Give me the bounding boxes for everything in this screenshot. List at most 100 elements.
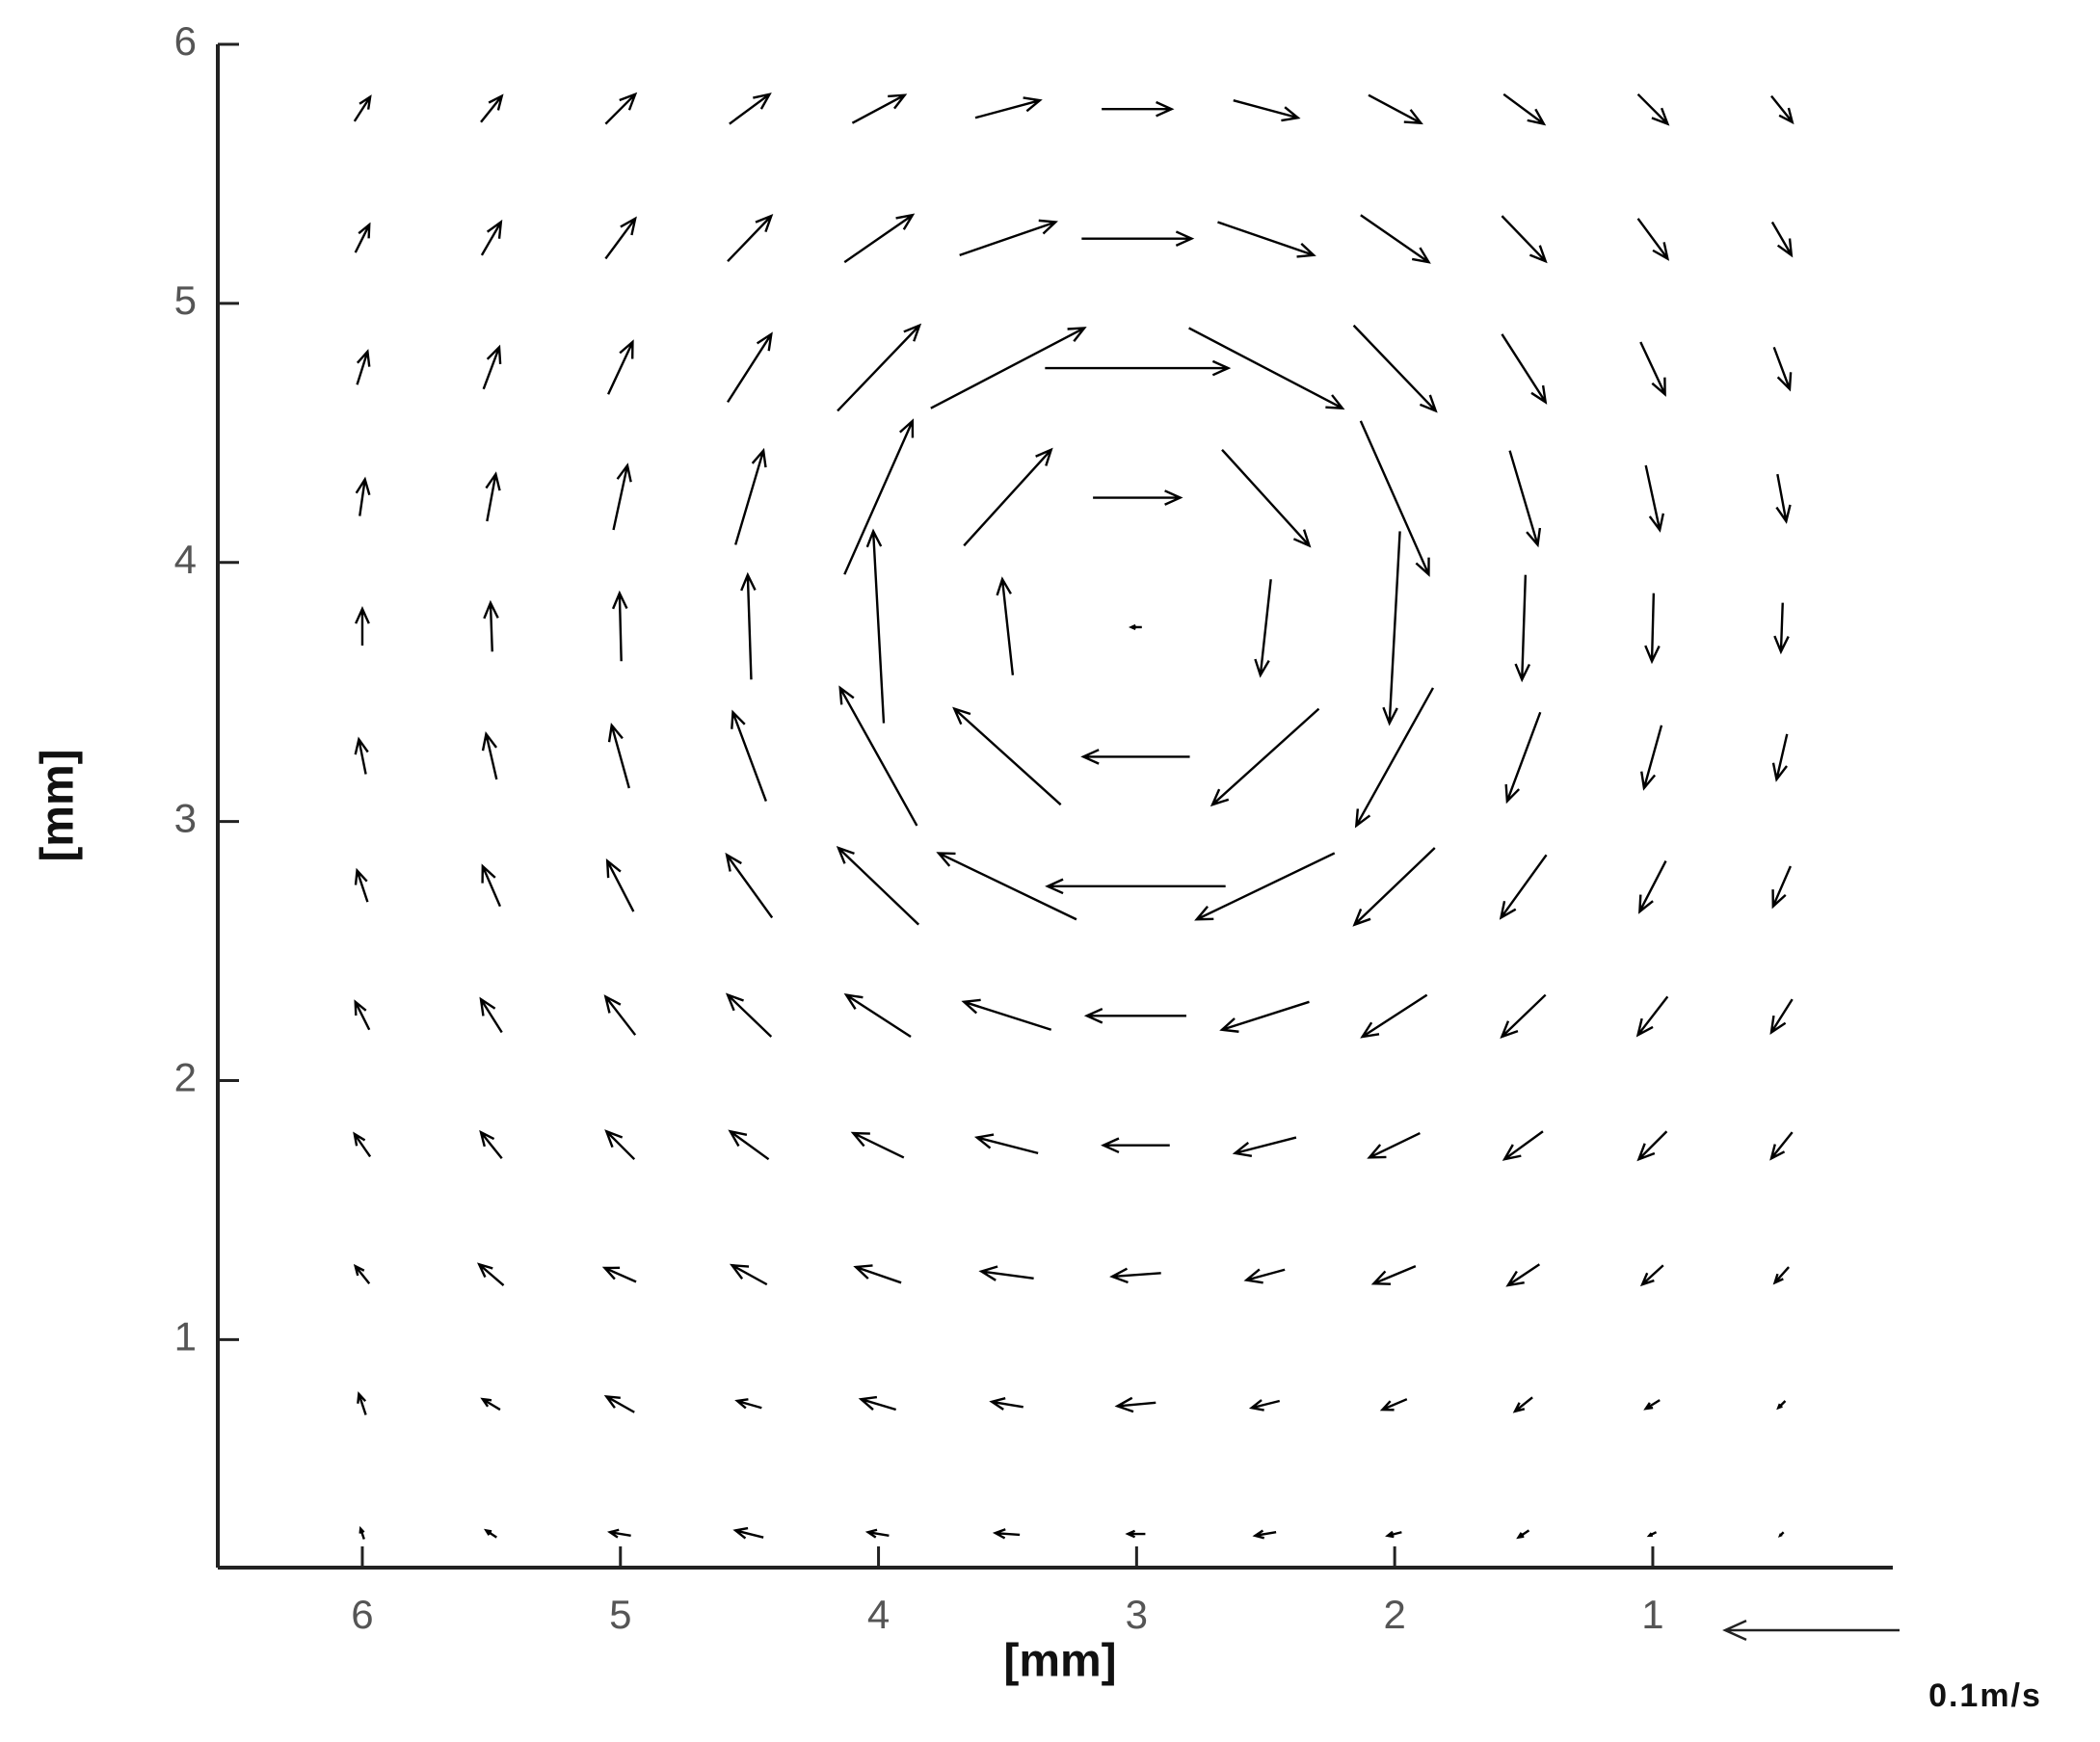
vector-arrow [1516,1529,1530,1540]
y-axis-label: [mm] [33,749,84,861]
vector-arrow [1252,1529,1277,1540]
vector-arrow [476,1262,505,1286]
vector-arrow [1093,489,1183,506]
vector-arrow [479,996,503,1034]
vector-arrow [1360,993,1428,1039]
vector-arrow [992,1528,1021,1540]
vector-arrow [354,867,369,903]
vector-arrow [728,1129,770,1161]
vector-arrow [725,852,774,919]
vector-arrow [974,96,1043,119]
vector-arrow [864,1528,890,1539]
vector-arrow [930,327,1087,409]
vector-arrow [1636,92,1670,126]
vector-arrow [1188,327,1345,410]
y-tick-label: 5 [174,277,197,323]
vector-arrow [1352,324,1438,413]
vector-arrow [1125,1529,1146,1539]
vector-arrow [1352,847,1436,927]
vector-arrow [1636,1130,1668,1162]
vector-arrow [1129,623,1142,631]
vector-arrow [481,863,502,908]
vector-arrow [354,999,371,1031]
x-tick-label: 4 [867,1592,890,1637]
vector-arrow [1514,574,1531,683]
vector-arrow [355,476,371,516]
vector-arrow [1354,687,1435,829]
vector-arrow [355,606,370,646]
vector-arrow [837,323,922,412]
reference-label: 0.1m/s [1928,1677,2042,1714]
vector-arrow [843,213,916,264]
vector-arrow [1114,1396,1156,1413]
vector-arrow [483,599,499,652]
vector-arrow [1243,1268,1286,1284]
vector-arrow [973,1133,1039,1155]
y-tick-label: 3 [174,796,197,841]
vector-arrow [850,1131,905,1159]
x-tick-label: 1 [1641,1592,1663,1637]
vector-arrow [484,1528,497,1539]
vector-arrow [1635,995,1669,1038]
vector-arrow [1102,100,1175,118]
vector-arrow [353,94,372,122]
vector-arrow [936,852,1077,921]
vector-arrow [601,1266,637,1283]
vector-arrow [480,219,503,256]
vector-arrow [1368,93,1423,125]
vector-arrow [612,462,632,531]
vector-arrow [1101,1137,1170,1154]
reference-arrow [1722,1620,1900,1641]
vector-arrow [734,447,767,545]
vector-arrow [729,1263,768,1286]
vector-arrow [604,216,637,260]
vector-arrow [1109,1267,1161,1284]
x-axis-label: [mm] [1003,1636,1116,1687]
vector-arrow [1643,1399,1661,1411]
vector-arrow [357,1390,367,1415]
vector-arrow [838,685,918,827]
vector-arrow [354,736,369,775]
vector-arrow [1644,593,1661,665]
x-tick-label: 3 [1126,1592,1148,1637]
vector-arrow [607,1528,631,1539]
vector-arrow [1504,711,1542,805]
vector-arrow [1772,1266,1790,1285]
vector-arrow [1771,865,1793,910]
vector-arrow [731,709,767,802]
vector-arrow [851,93,908,124]
vector-arrow [482,344,502,390]
vector-arrow [727,214,774,263]
vector-arrow [961,998,1052,1031]
vector-arrow [1499,854,1548,920]
vector-arrow [480,93,504,123]
vector-arrow [1502,92,1547,126]
y-tick-label: 4 [174,537,197,582]
vector-arrow [353,1263,371,1284]
vector-arrow [1639,341,1666,397]
vector-arrow [1370,1265,1417,1285]
vector-arrow [858,1395,897,1412]
vector-arrow [978,1265,1034,1281]
vector-arrow [1359,420,1430,577]
vector-arrow [740,571,757,680]
vector-arrow [1508,450,1542,548]
vector-arrow [996,576,1015,675]
vector-arrow [1502,1130,1544,1161]
y-tick-label: 1 [174,1313,197,1359]
vector-arrow [1771,733,1789,782]
vector-arrow [727,331,773,404]
vector-arrow [1045,359,1232,377]
vector-arrow [356,349,371,385]
y-tick-label: 6 [174,18,197,64]
vector-arrow [485,471,501,522]
vector-arrow [604,1129,636,1161]
vector-arrow [1638,860,1667,914]
vector-arrow [603,994,637,1036]
vector-arrow [959,219,1058,256]
vector-arrow [1232,1136,1297,1158]
vector-arrow [865,528,886,724]
vector-arrow [359,1525,365,1540]
